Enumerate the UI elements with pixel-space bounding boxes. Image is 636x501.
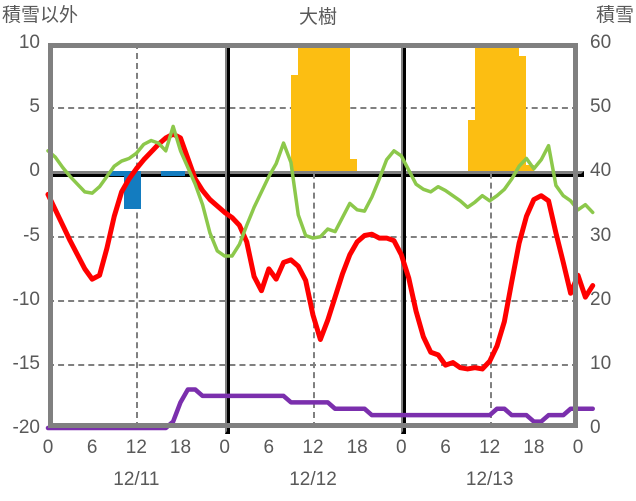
x-tick-0: 0 — [42, 437, 54, 458]
x-tick-11: 18 — [523, 437, 545, 458]
precipitation-bar — [161, 171, 171, 177]
y-tick-left-0: 10 — [18, 32, 40, 53]
y-tick-right-0: 60 — [590, 32, 612, 53]
date-label-0: 12/11 — [113, 469, 160, 490]
x-tick-4: 0 — [219, 437, 230, 458]
precipitation-bar — [131, 171, 141, 210]
x-tick-2: 12 — [125, 437, 147, 458]
y-tick-right-2: 40 — [590, 160, 612, 182]
series-line-積雪深 — [45, 387, 595, 431]
y-tick-left-6: -20 — [12, 417, 40, 438]
gridline-x-60 — [489, 43, 492, 428]
snow-band-block — [519, 55, 527, 172]
series-lines — [45, 124, 596, 431]
date-label-2: 12/13 — [465, 469, 514, 490]
y-tick-left-1: 5 — [29, 96, 40, 118]
snow-band-block — [467, 120, 475, 172]
y-tick-right-5: 10 — [590, 352, 612, 374]
series-line-露点温度 — [46, 124, 595, 258]
y-tick-left-3: -5 — [23, 224, 40, 246]
chart-title: 大樹 — [298, 7, 337, 28]
x-tick-9: 6 — [440, 437, 451, 458]
precipitation-bar — [176, 171, 185, 177]
right-axis-title: 積雪 — [595, 5, 634, 26]
series-line-気温 — [45, 131, 596, 372]
snow-band-block — [298, 43, 350, 172]
precipitation-bar — [109, 171, 119, 177]
snow-band-block — [526, 164, 534, 172]
x-tick-8: 0 — [396, 437, 407, 458]
x-tick-10: 12 — [479, 437, 501, 458]
y-tick-right-6: 0 — [590, 417, 601, 438]
y-tick-left-5: -15 — [12, 352, 40, 374]
x-tick-12: 0 — [572, 437, 584, 458]
x-tick-7: 18 — [346, 437, 368, 458]
snow-band-block — [474, 43, 520, 172]
snow-band-block — [349, 158, 358, 172]
y-tick-right-4: 20 — [590, 288, 612, 310]
y-tick-right-3: 30 — [590, 224, 612, 246]
plot-area — [45, 43, 596, 434]
precipitation-bar — [117, 171, 127, 177]
x-tick-3: 18 — [169, 437, 192, 458]
x-tick-5: 6 — [263, 437, 275, 458]
date-label-1: 12/12 — [289, 469, 337, 490]
y-tick-right-1: 50 — [590, 96, 612, 118]
precipitation-bar — [168, 171, 178, 177]
left-axis-title: 積雪以外 — [2, 5, 79, 26]
gridline-x-36 — [313, 43, 315, 428]
axis-frame — [48, 43, 578, 428]
precipitation-bar — [124, 171, 134, 210]
x-tick-1: 6 — [86, 437, 98, 458]
y-tick-left-2: 0 — [29, 160, 40, 182]
gridline-x-12 — [136, 43, 139, 428]
y-tick-left-4: -10 — [12, 288, 40, 310]
x-tick-6: 12 — [302, 437, 324, 458]
snow-band-block — [290, 75, 299, 172]
